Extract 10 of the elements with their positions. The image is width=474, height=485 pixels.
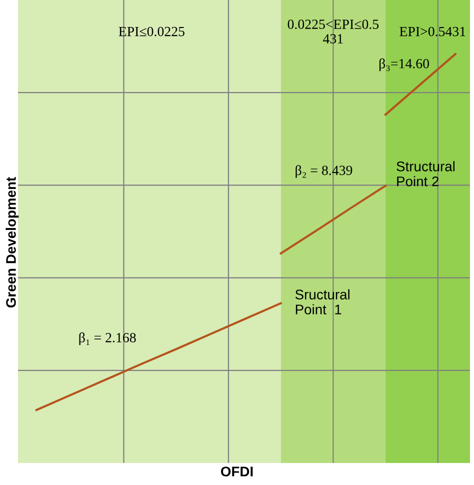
y-axis-title: Green Development bbox=[6, 177, 19, 308]
annotation: β₃=14.60 bbox=[379, 58, 430, 72]
annotation: β₁ = 2.168 bbox=[79, 332, 136, 346]
text: 0.0225<EPI≤0.5 431 bbox=[288, 20, 379, 44]
text: EPI≤0.0225 bbox=[118, 26, 184, 36]
text: EPI>0.5431 bbox=[400, 26, 466, 36]
x-axis-title: OFDI bbox=[220, 466, 253, 476]
annotation: β₂ = 8.439 bbox=[296, 165, 352, 178]
annotation: Sructural Point 1 bbox=[295, 289, 350, 314]
annotation: Structural Point 2 bbox=[396, 161, 455, 186]
